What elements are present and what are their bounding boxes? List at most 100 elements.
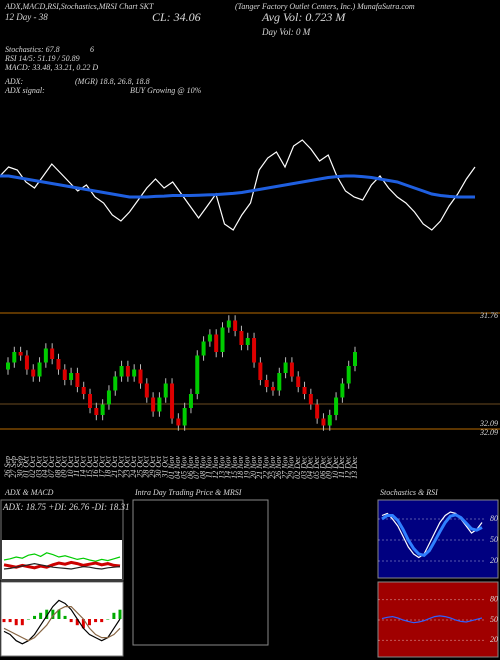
candle-body (125, 366, 130, 377)
candle-body (321, 418, 326, 426)
histogram-bar (14, 619, 18, 626)
candle-body (334, 397, 339, 415)
x-tick-label: 12 Nov (211, 456, 220, 479)
candle-body (201, 341, 206, 356)
candle-body (176, 418, 181, 426)
x-tick-label: 25 Oct (135, 455, 144, 477)
macd: MACD: 33.48, 33.21, 0.22 D (4, 63, 98, 72)
line (0, 174, 475, 199)
histogram-bar (39, 612, 43, 619)
x-tick-label: 25 Nov (268, 456, 277, 479)
x-tick-label: 27 Nov (280, 456, 289, 479)
candle-body (252, 338, 257, 363)
candle-body (119, 366, 124, 377)
x-tick-label: 08 Nov (198, 456, 207, 479)
histogram-bar (45, 609, 49, 619)
stochastics: Stochastics: 67.8 (5, 45, 60, 54)
company: (Tanger Factory Outlet Centers, Inc.) Mu… (235, 2, 415, 11)
histogram-bar (63, 615, 67, 619)
candle-body (258, 362, 263, 380)
candle-body (214, 334, 219, 352)
x-tick-label: 24 Oct (129, 455, 138, 477)
candle-body (18, 352, 23, 356)
histogram-bar (118, 609, 122, 619)
line (3, 562, 121, 570)
candle-body (69, 373, 74, 380)
x-tick-label: 05 Nov (180, 456, 189, 479)
x-tick-label: 14 Nov (224, 456, 233, 479)
subtitle: ADX: 18.75 +DI: 26.76 -DI: 18.31 (2, 502, 130, 512)
x-tick-label: 19 Nov (243, 456, 252, 479)
candle-body (100, 404, 105, 415)
candle-body (151, 397, 156, 412)
x-tick-label: 18 Nov (236, 456, 245, 479)
candle-body (50, 348, 55, 359)
x-tick-label: 22 Oct (116, 455, 125, 477)
x-tick-label: 21 Oct (110, 455, 119, 477)
x-tick-label: 03 Oct (34, 455, 43, 477)
candle-body (233, 320, 238, 331)
candle-body (327, 415, 332, 426)
candle-body (264, 380, 269, 387)
x-tick-label: 21 Nov (255, 456, 264, 479)
candle-body (12, 352, 17, 363)
line (0, 139, 476, 231)
candle-body (346, 366, 351, 384)
candle-body (24, 355, 29, 370)
rsi: RSI 14/5: 51.19 / 50.89 (4, 54, 80, 63)
x-tick-label: 26 Sep (3, 456, 12, 478)
candle-body (43, 348, 48, 363)
candle-body (226, 320, 231, 328)
candle-body (245, 338, 250, 345)
x-tick-label: 13 Nov (217, 456, 226, 479)
candle-body (270, 387, 275, 391)
price-label: 32.09 (479, 419, 498, 428)
histogram-bar (69, 619, 73, 623)
x-tick-label: 04 Nov (173, 456, 182, 479)
adx-signal: BUY Growing @ 10% (130, 86, 202, 95)
candle-body (170, 383, 175, 419)
x-tick-label: 11 Oct (72, 455, 81, 477)
x-tick-label: 31 Oct (161, 455, 170, 478)
candle-body (163, 383, 168, 398)
histogram-bar (20, 619, 24, 626)
line (3, 606, 121, 642)
x-tick-label: 02 Dec (293, 456, 302, 479)
candle-body (195, 355, 200, 394)
x-tick-label: 28 Oct (142, 455, 151, 477)
x-tick-label: 29 Nov (287, 456, 296, 479)
candle-body (277, 373, 282, 391)
x-tick-label: 10 Oct (66, 455, 75, 477)
x-tick-label: 30 Sep (15, 456, 24, 479)
x-tick-label: 26 Nov (274, 456, 283, 479)
x-tick-label: 08 Oct (53, 455, 62, 477)
panel-title: Stochastics & RSI (380, 488, 438, 497)
intraday-panel (132, 499, 269, 646)
histogram-bar (112, 612, 116, 619)
x-tick-label: 23 Oct (123, 455, 132, 477)
x-tick-label: 29 Oct (148, 455, 157, 477)
x-tick-label: 13 Dec (350, 456, 359, 479)
histogram-bar (8, 619, 12, 623)
histogram-bar (87, 619, 91, 626)
title: ADX,MACD,RSI,Stochastics,MRSI Chart SKT (4, 2, 154, 11)
x-tick-label: 12 Dec (344, 456, 353, 479)
x-tick-label: 07 Oct (47, 455, 56, 477)
histogram-bar (26, 619, 30, 620)
line (3, 599, 121, 645)
stochastics-2: 6 (90, 45, 94, 54)
y-tick-label: 20 (490, 556, 498, 565)
candle-body (62, 369, 67, 380)
avg-vol: Avg Vol: 0.723 M (261, 10, 346, 24)
x-tick-label: 03 Dec (299, 456, 308, 479)
candle-body (340, 383, 345, 398)
histogram-bar (75, 619, 79, 626)
x-tick-label: 01 Oct (22, 455, 31, 477)
day-vol: Day Vol: 0 M (261, 27, 311, 37)
adx-signal-label: ADX signal: (4, 86, 45, 95)
adx: (MGR) 18.8, 26.8, 18.8 (75, 77, 150, 86)
histogram-bar (51, 609, 55, 619)
x-tick-label: 09 Dec (325, 456, 334, 479)
candle-body (283, 362, 288, 373)
